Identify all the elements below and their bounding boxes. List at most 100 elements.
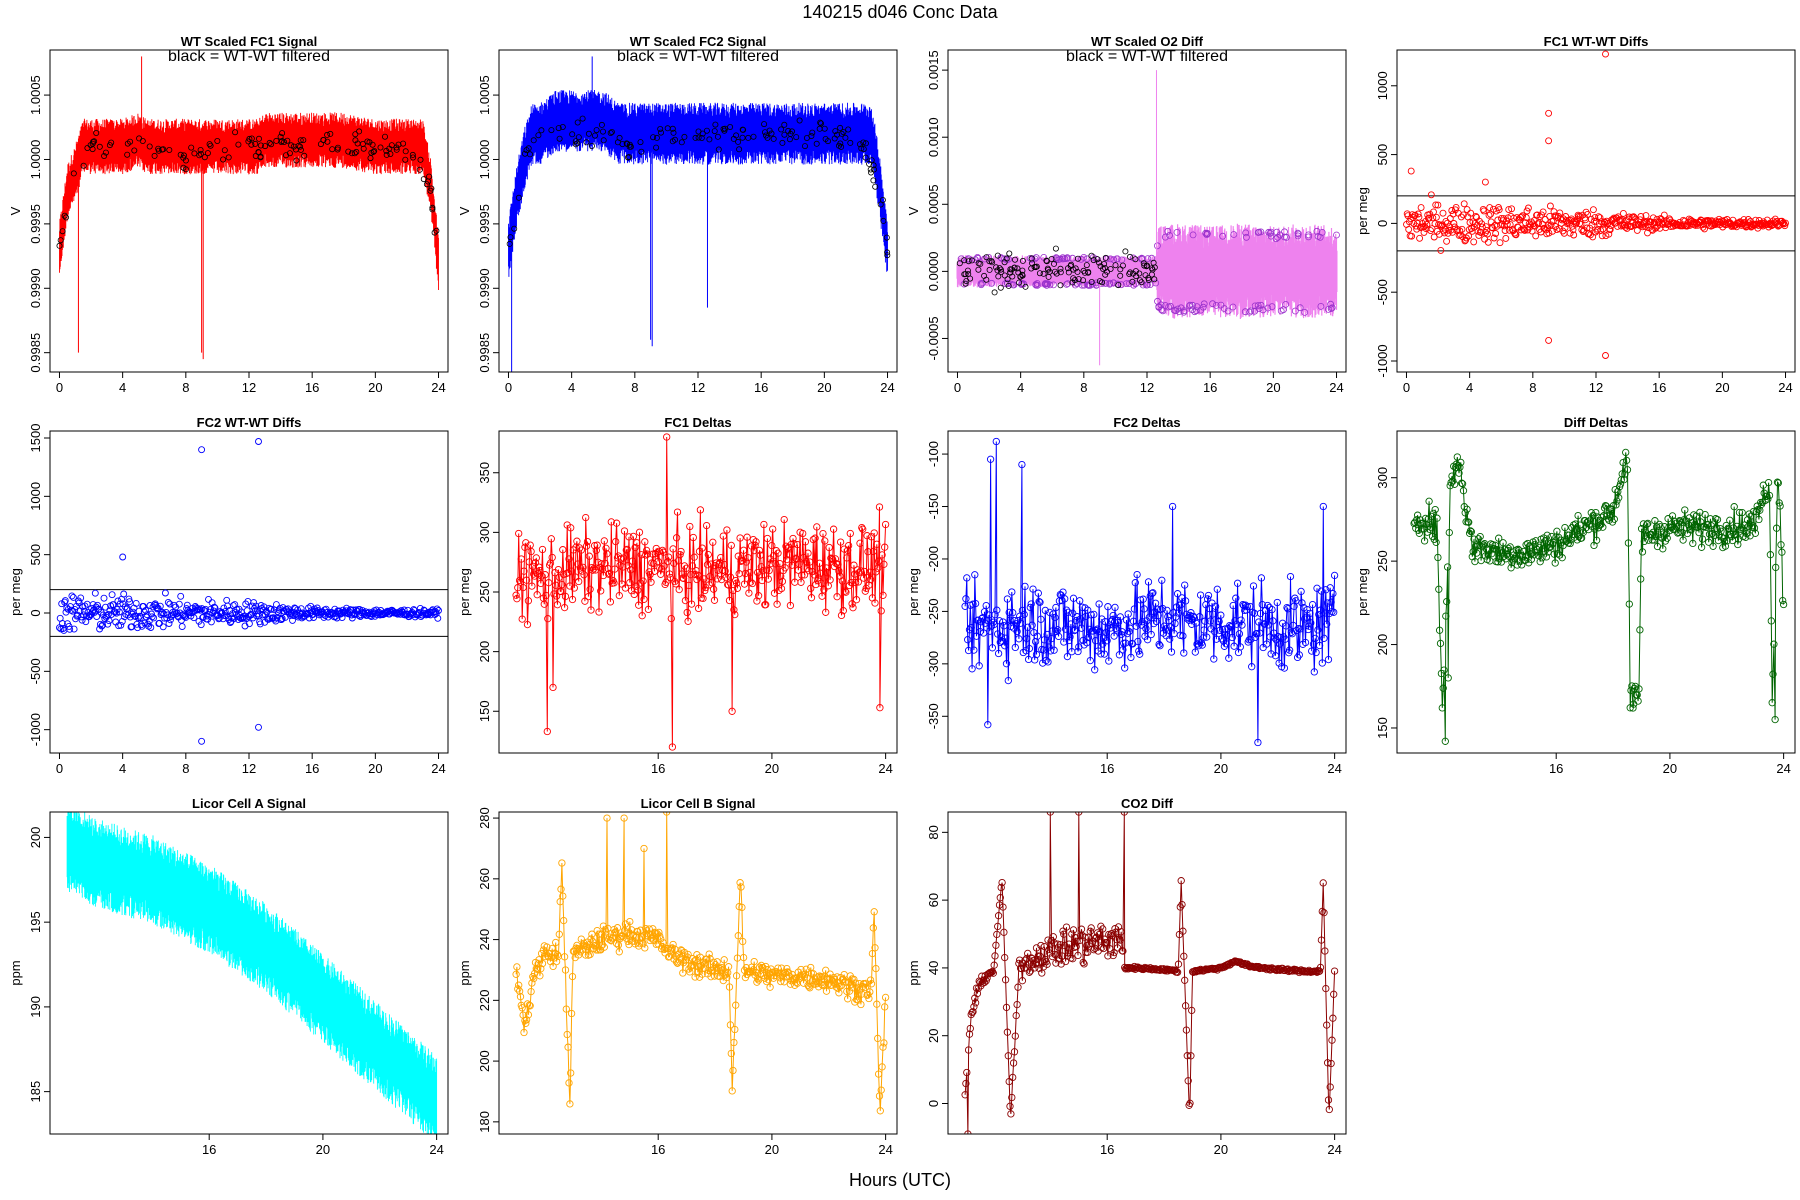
panel-2-series-2-point <box>515 194 522 201</box>
panel-7-series-1-point <box>1243 602 1251 611</box>
panel-1-series-2-point <box>409 151 416 158</box>
panel-7-series-1-point <box>1229 601 1237 610</box>
panel-11-series-1-point <box>1323 1021 1331 1029</box>
panel-4-series-1-point <box>1486 204 1494 212</box>
panel-7-series-1-point <box>1002 660 1011 668</box>
panel-8-series-1-point <box>1709 542 1717 550</box>
panel-3-series-1-point <box>1107 255 1114 263</box>
panel-7-series-1-point <box>1060 638 1068 646</box>
panel-7-series-1-point <box>1329 589 1337 598</box>
panel-7-series-1-point <box>1109 611 1117 620</box>
panel-1-series-2-point <box>324 131 331 138</box>
panel-1-series-2-point <box>281 138 288 145</box>
panel-5-series-1-point <box>150 614 158 622</box>
panel-7-series-1-point <box>1124 610 1132 618</box>
panel-9-y-tick-label-3: 200 <box>28 827 43 849</box>
panel-8-series-1-point <box>1519 547 1528 556</box>
panel-5-series-1-point <box>104 620 112 628</box>
panel-5-series-1-point <box>69 593 77 601</box>
panel-3-series-1-point <box>1254 302 1262 309</box>
panel-8-series-1-point <box>1431 505 1439 514</box>
panel-11-plot-area <box>961 812 1339 1134</box>
panel-7-series-1-point <box>982 601 990 610</box>
panel-6-series-1-point <box>767 559 775 568</box>
panel-7-series-1-point <box>1064 608 1072 616</box>
panel-10-series-1-point <box>881 1003 889 1011</box>
panel-4-series-1-point <box>1584 210 1592 218</box>
panel-10-series-1-point <box>869 924 877 932</box>
panel-6-series-1-point <box>859 525 867 533</box>
panel-1-series-2-point <box>369 141 376 148</box>
panel-2-series-2-point <box>706 136 713 143</box>
panel-1-series-2-point <box>395 141 402 148</box>
panel-5-y-tick-label-0: -1000 <box>28 713 43 746</box>
panel-8-series-1-point <box>1511 553 1520 561</box>
panel-2-series-2-point <box>592 132 599 139</box>
panel-5-series-1-point <box>93 613 101 621</box>
panel-8-series-1-point <box>1504 544 1513 553</box>
panel-3-series-2-point <box>1070 275 1077 282</box>
panel-3-series-2-point <box>1028 265 1035 272</box>
panel-6-y-label: per meg <box>457 568 472 616</box>
panel-8-series-1-point <box>1429 509 1438 518</box>
panel-8-series-1-point <box>1734 540 1742 549</box>
panel-10-series-1-point <box>851 998 859 1006</box>
panel-7-series-1-point <box>972 632 981 640</box>
panel-6-series-1-point <box>615 591 623 600</box>
panel-5-y-tick-label-4: 1000 <box>28 482 43 511</box>
panel-6-series-1-point <box>580 571 588 579</box>
panel-6-series-1-point <box>854 578 862 586</box>
panel-10-series-1-point <box>566 1100 574 1108</box>
panel-2-series-2-point <box>712 121 719 128</box>
panel-8-series-1-point <box>1433 514 1441 522</box>
panel-7-title: FC2 Deltas <box>1113 415 1180 430</box>
panel-3-series-1-point <box>1217 301 1225 309</box>
panel-2-x-tick-label-0: 0 <box>505 380 512 395</box>
panel-6-series-1-point <box>639 577 647 585</box>
panel-10-series-1-point <box>520 1028 528 1037</box>
panel-7-series-1-point <box>1277 633 1285 642</box>
panel-8-series-1-point <box>1637 575 1645 583</box>
panel-3-series-1-point <box>957 255 965 263</box>
panel-4-series-1-point <box>1505 206 1513 214</box>
panel-6-series-1-point <box>668 743 677 751</box>
panel-11-series-1-point <box>964 1046 973 1054</box>
panel-3-series-2-point <box>1053 270 1060 277</box>
panel-11-series-1-point <box>1060 930 1068 938</box>
panel-10-series-1-point <box>621 920 630 928</box>
panel-5-series-1-point <box>226 619 234 626</box>
panel-10-series-1-point <box>872 964 880 973</box>
panel-1-x-axis: 0 4 8 12 16 20 24 <box>56 372 446 395</box>
panel-4-series-1-point <box>1458 225 1466 233</box>
panel-6-series-1-point <box>726 573 735 581</box>
panel-2-series-2-point <box>669 125 676 132</box>
panel-6-series-1-point <box>717 575 726 584</box>
panel-1-series-2-point <box>262 143 269 150</box>
panel-7-series-1-point <box>1103 637 1111 645</box>
panel-8-series-1-point <box>1639 520 1648 528</box>
panel-7-series-1-point <box>1136 650 1144 658</box>
panel-4-series-1-point <box>1570 231 1578 239</box>
panel-1-series-2-point <box>381 133 388 140</box>
panel-8-series-1-point <box>1535 543 1543 552</box>
panel-7-series-1-point <box>1225 654 1233 662</box>
panel-7-series-1-point <box>1217 611 1225 619</box>
panel-6-series-1-point <box>755 546 764 555</box>
panel-7-series-1-point <box>1330 608 1338 616</box>
panel-8-series-1-point <box>1772 563 1780 572</box>
panel-7-series-1-point <box>1131 579 1139 587</box>
panel-5-y-tick-label-3: 500 <box>28 544 43 566</box>
panel-1-series-2-point <box>146 143 153 150</box>
panel-5-series-1-point <box>205 595 212 603</box>
panel-7-series-1-point <box>965 626 974 634</box>
panel-10-series-1-point <box>777 977 785 986</box>
panel-5-series-1-point <box>195 617 203 625</box>
panel-7-series-1-point <box>1114 618 1123 626</box>
panel-4-series-1-point <box>1432 213 1440 221</box>
panel-5-series-1-point <box>69 607 77 615</box>
panel-6-series-1-point <box>773 600 781 608</box>
panel-10-series-1-point <box>555 930 563 938</box>
panel-1-x-tick-label-4: 16 <box>305 380 319 395</box>
panel-1-series-2-point <box>334 144 341 151</box>
panel-6-series-1-point <box>715 560 723 568</box>
